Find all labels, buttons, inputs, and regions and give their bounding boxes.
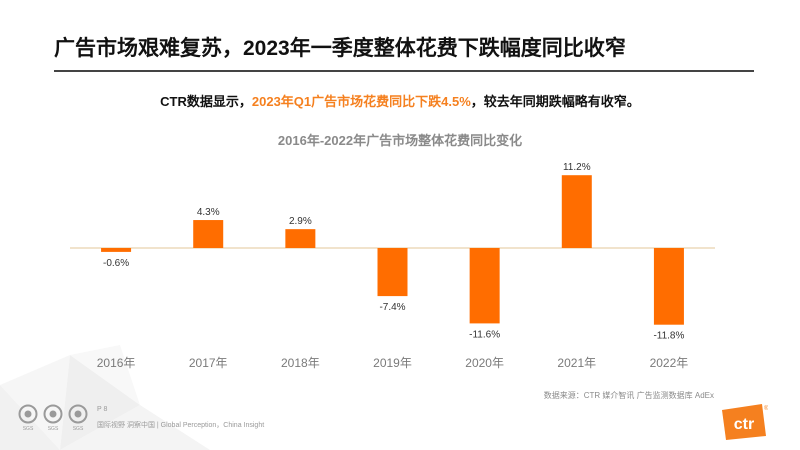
category-label-7: 2022年 [650, 356, 689, 370]
category-label-4: 2019年 [373, 356, 412, 370]
ctr-logo-text: ctr [734, 416, 754, 433]
category-label-3: 2018年 [281, 356, 320, 370]
bar-7 [653, 248, 684, 325]
cert-badge-icon [18, 404, 38, 424]
ctr-logo: ctr ® [722, 404, 768, 440]
data-label-1: -0.6% [103, 258, 129, 269]
source-note: 数据来源：CTR 媒介智讯 广告监测数据库 AdEx [543, 391, 714, 400]
certification-badges: SGS SGS SGS [18, 404, 88, 432]
subtitle-suffix: ，较去年同期跌幅略有收窄。 [470, 94, 640, 109]
data-label-6: 11.2% [563, 162, 591, 173]
bar-5 [469, 248, 500, 324]
data-label-4: -7.4% [379, 302, 405, 313]
cert-badge-icon [68, 404, 88, 424]
data-label-2: 4.3% [197, 207, 220, 218]
bar-1 [101, 248, 132, 252]
category-label-6: 2021年 [557, 356, 596, 370]
registered-mark: ® [764, 405, 768, 412]
footer-tagline: 国际视野 洞察中国 | Global Perception，China Insi… [97, 422, 265, 429]
cert-label: SGS [73, 426, 84, 432]
subtitle-highlight: 2023年Q1广告市场花费同比下跌4.5% [251, 94, 471, 109]
data-label-5: -11.6% [469, 329, 500, 340]
page-title: 广告市场艰难复苏，2023年一季度整体花费下跌幅度同比收窄 [54, 37, 626, 60]
footer-decoration [0, 345, 210, 450]
page-number: P 8 [97, 406, 108, 413]
bar-6 [561, 175, 592, 248]
category-label-2: 2017年 [189, 356, 228, 370]
subtitle-prefix: CTR数据显示， [160, 94, 252, 109]
bar-4 [377, 248, 408, 297]
cert-label: SGS [48, 426, 59, 432]
cert-label: SGS [23, 426, 34, 432]
title-divider [54, 70, 754, 72]
data-label-3: 2.9% [289, 216, 312, 227]
bar-2 [193, 220, 224, 248]
data-label-7: -11.8% [653, 331, 684, 342]
category-label-1: 2016年 [97, 356, 136, 370]
bar-3 [285, 229, 316, 248]
subtitle: CTR数据显示，2023年Q1广告市场花费同比下跌4.5%，较去年同期跌幅略有收… [0, 91, 800, 110]
category-label-5: 2020年 [465, 356, 504, 370]
cert-badge-icon [43, 404, 63, 424]
chart-title: 2016年-2022年广告市场整体花费同比变化 [277, 133, 523, 148]
